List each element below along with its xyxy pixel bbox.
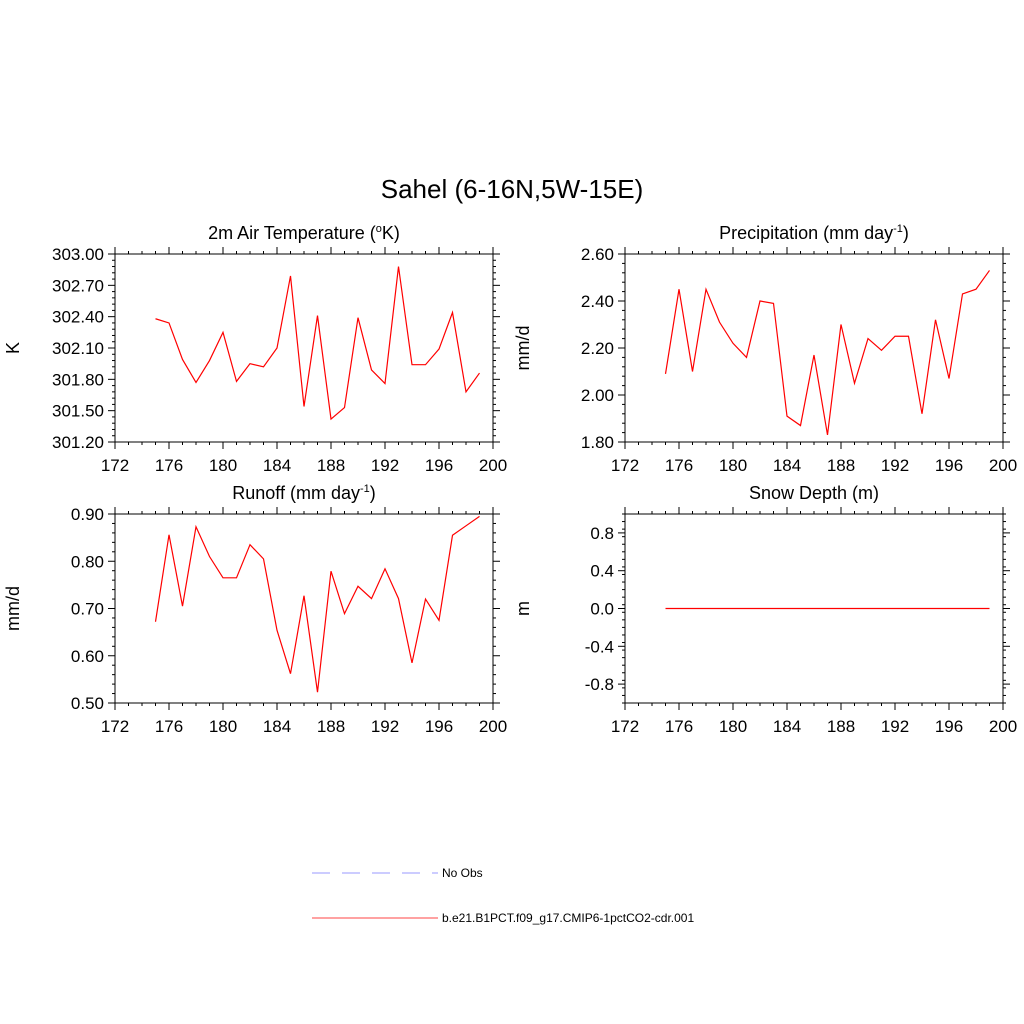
x-tick-label: 176 [155,717,183,736]
series-line-runoff [154,515,480,693]
x-tick-label: 196 [935,456,963,475]
y-tick-label: 1.80 [581,433,614,452]
y-tick-label: 0.8 [590,524,614,543]
x-tick-label: 200 [479,717,507,736]
legend: No Obs b.e21.B1PCT.f09_g17.CMIP6-1pctCO2-… [312,866,694,925]
x-tick-label: 180 [209,717,237,736]
figure-title: Sahel (6-16N,5W-15E) [381,174,644,204]
x-tick-label: 200 [479,456,507,475]
panel-title: Precipitation (mm day-1) [719,223,909,243]
series-line-precip [664,270,990,436]
x-tick-label: 196 [425,456,453,475]
x-tick-label: 172 [101,717,129,736]
legend-label: No Obs [442,866,483,880]
x-tick-label: 188 [317,717,345,736]
panel-title-text: Runoff (mm day [232,483,360,503]
panel-temp: 2m Air Temperature (oK) K 172 176 180 184 188 1… [3,223,507,475]
x-tick-label: 192 [371,456,399,475]
x-tick-label: 196 [425,717,453,736]
panel-title-text-end: ) [903,223,909,243]
panel-title-text: 2m Air Temperature ( [208,223,376,243]
y-tick-label: 0.50 [71,694,104,713]
x-tick-label: 192 [881,717,909,736]
x-tick-label: 188 [827,456,855,475]
y-tick-label: 2.40 [581,292,614,311]
x-tick-label: 188 [827,717,855,736]
y-axis-label: m [513,601,533,616]
series-line-temp [155,266,480,421]
legend-item: b.e21.B1PCT.f09_g17.CMIP6-1pctCO2-cdr.00… [312,911,694,925]
x-tick-label: 192 [881,456,909,475]
x-tick-label: 184 [263,717,291,736]
x-tick-label: 172 [101,456,129,475]
y-tick-label: 301.50 [52,402,104,421]
x-tick-label: 176 [665,456,693,475]
y-axis-label: mm/d [3,586,23,631]
panel-title-superscript: -1 [360,483,370,495]
y-tick-label: 301.80 [52,370,104,389]
panel-title-superscript: -1 [893,223,903,235]
x-tick-label: 196 [935,717,963,736]
plot-frame [114,253,494,443]
y-axis-label: K [3,342,23,354]
panel-title: Snow Depth (m) [749,483,879,503]
y-tick-label: 0.60 [71,647,104,666]
x-tick-label: 184 [263,456,291,475]
y-tick-label: -0.8 [585,675,614,694]
panel-title: Runoff (mm day-1) [232,483,376,503]
y-tick-label: 2.00 [581,386,614,405]
x-tick-label: 172 [611,456,639,475]
legend-item: No Obs [312,866,483,880]
y-tick-label: 303.00 [52,245,104,264]
plot-frame [624,253,1004,443]
y-tick-label: 0.70 [71,600,104,619]
y-tick-label: -0.4 [585,637,614,656]
panel-title: 2m Air Temperature (oK) [208,223,400,243]
panel-runoff: Runoff (mm day-1) mm/d 172 176 180 184 188 192 1… [3,483,507,736]
panels: 2m Air Temperature (oK) K 172 176 180 184 188 1… [3,223,1017,736]
x-tick-label: 180 [719,717,747,736]
x-tick-label: 180 [209,456,237,475]
y-tick-label: 301.20 [52,433,104,452]
x-tick-label: 184 [773,456,801,475]
plot-frame [114,513,494,704]
y-axis-label: mm/d [513,326,533,371]
panel-title-text-end: K) [382,223,400,243]
x-tick-label: 184 [773,717,801,736]
y-tick-label: 2.20 [581,339,614,358]
x-tick-label: 192 [371,717,399,736]
y-tick-label: 0.4 [590,562,614,581]
panel-title-text-end: ) [370,483,376,503]
y-tick-label: 302.70 [52,276,104,295]
y-tick-label: 2.60 [581,245,614,264]
x-tick-label: 200 [989,717,1017,736]
panel-title-text: Snow Depth (m) [749,483,879,503]
x-tick-label: 176 [155,456,183,475]
x-tick-label: 200 [989,456,1017,475]
x-tick-label: 180 [719,456,747,475]
x-tick-label: 188 [317,456,345,475]
x-tick-label: 172 [611,717,639,736]
y-tick-label: 0.80 [71,552,104,571]
panel-title-text: Precipitation (mm day [719,223,893,243]
y-tick-label: 0.90 [71,505,104,524]
panel-title-superscript: o [376,223,382,235]
y-tick-label: 302.10 [52,339,104,358]
x-tick-label: 176 [665,717,693,736]
y-tick-label: 302.40 [52,308,104,327]
panel-snow: Snow Depth (m) m 172 176 180 184 188 192 196 200 -… [513,483,1017,736]
legend-label: b.e21.B1PCT.f09_g17.CMIP6-1pctCO2-cdr.00… [442,911,694,925]
y-tick-label: 0.0 [590,600,614,619]
panel-precip: Precipitation (mm day-1) mm/d 172 176 180 184… [513,223,1017,475]
